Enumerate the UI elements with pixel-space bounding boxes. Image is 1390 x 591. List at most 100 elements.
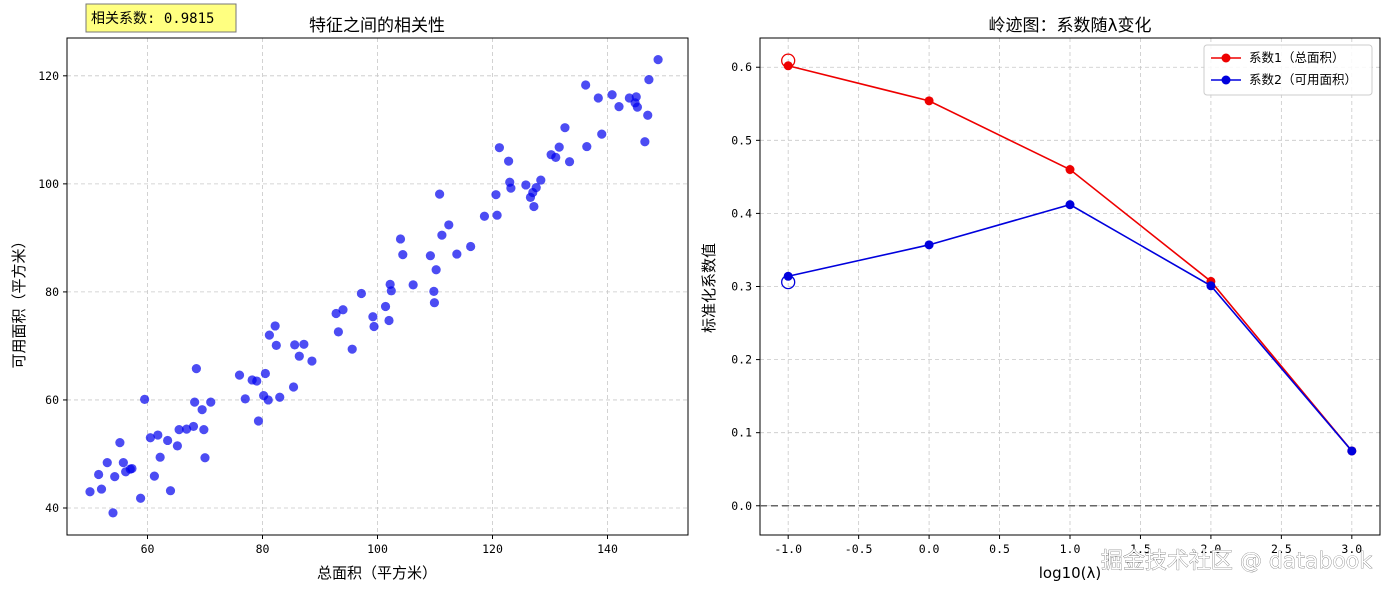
ridge-y-axis-label: 标准化系数值 — [700, 243, 718, 333]
scatter-point — [191, 364, 201, 374]
scatter-point — [190, 397, 200, 407]
watermark: 掘金技术社区 @ databook — [1101, 549, 1372, 574]
scatter-point — [597, 129, 607, 139]
scatter-point — [429, 298, 440, 308]
legend-marker-series-2 — [1221, 75, 1231, 85]
scatter-point — [307, 356, 317, 366]
scatter-point — [338, 305, 348, 315]
correlation-text: 相关系数: 0.9815 — [91, 11, 214, 27]
scatter-y-tick-label: 60 — [45, 393, 59, 407]
scatter-point — [288, 382, 299, 392]
scatter-point — [96, 484, 107, 494]
scatter-y-tick-label: 120 — [38, 69, 59, 83]
scatter-point — [149, 471, 159, 481]
ridge-legend: 系数1（总面积） 系数2（可用面积） — [1203, 44, 1373, 96]
scatter-point — [294, 351, 304, 361]
scatter-point — [240, 394, 250, 404]
scatter-point — [145, 433, 155, 443]
ridge-y-tick-label: 0.4 — [731, 206, 752, 220]
scatter-point — [368, 312, 378, 322]
scatter-point — [271, 340, 281, 350]
scatter-point — [494, 143, 504, 153]
scatter-point — [452, 249, 462, 259]
scatter-point — [290, 340, 300, 350]
scatter-point — [631, 92, 641, 102]
scatter-point — [581, 80, 591, 90]
scatter-x-tick-label: 60 — [141, 542, 155, 556]
legend-box — [1203, 44, 1373, 96]
scatter-point — [536, 175, 546, 185]
scatter-point — [108, 508, 118, 518]
series-2-point — [1347, 446, 1357, 456]
scatter-point — [425, 251, 435, 261]
scatter-point — [384, 315, 394, 326]
series-2-open-marker — [781, 274, 796, 290]
scatter-point — [386, 286, 396, 296]
scatter-point — [653, 55, 663, 65]
scatter-point — [491, 190, 501, 200]
scatter-point — [398, 250, 408, 260]
correlation-box — [85, 3, 237, 33]
legend-label-series-1: 系数1（总面积） — [1249, 50, 1344, 65]
scatter-point — [234, 370, 245, 380]
scatter-point — [299, 339, 309, 349]
scatter-x-tick-label: 120 — [482, 542, 503, 556]
scatter-point — [504, 156, 514, 166]
scatter-point — [640, 137, 650, 147]
correlation-annotation: 相关系数: 0.9815 — [85, 3, 237, 33]
scatter-point — [479, 211, 490, 221]
scatter-point — [444, 220, 454, 230]
scatter-point — [551, 152, 561, 162]
scatter-point — [643, 110, 653, 120]
ridge-title: 岭迹图：系数随λ变化 — [988, 16, 1151, 36]
scatter-point — [85, 487, 95, 497]
scatter-point — [275, 392, 285, 402]
ridge-y-tick-label: 0.0 — [731, 499, 752, 513]
scatter-point — [115, 438, 125, 448]
ridge-x-tick-label: -1.0 — [774, 542, 802, 556]
scatter-point — [153, 430, 163, 440]
scatter-grid — [67, 38, 688, 535]
scatter-point — [252, 376, 262, 386]
scatter-y-tick-label: 100 — [38, 177, 59, 191]
scatter-point — [155, 452, 165, 462]
scatter-y-axis-label: 可用面积（平方米） — [10, 233, 28, 368]
scatter-point — [614, 102, 624, 112]
scatter-point — [564, 157, 575, 167]
scatter-point — [118, 458, 128, 468]
scatter-point — [506, 183, 516, 193]
scatter-ticks: 60 80 100 120 140 40 60 80 100 120 — [38, 69, 618, 556]
scatter-point — [110, 472, 120, 482]
series-2-point — [1206, 281, 1216, 291]
scatter-point — [529, 201, 539, 212]
scatter-point — [492, 210, 502, 220]
scatter-point — [333, 327, 343, 337]
ridge-y-tick-label: 0.1 — [731, 426, 752, 440]
scatter-point — [264, 330, 274, 340]
ridge-x-tick-label: 1.0 — [1060, 542, 1081, 556]
scatter-point — [182, 424, 192, 434]
ridge-x-tick-label: 0.5 — [989, 542, 1010, 556]
scatter-point — [431, 265, 441, 275]
scatter-point — [395, 234, 406, 244]
scatter-x-tick-label: 80 — [256, 542, 270, 556]
scatter-point — [644, 74, 654, 85]
scatter-point — [380, 301, 391, 312]
scatter-point — [253, 416, 264, 426]
scatter-x-tick-label: 140 — [597, 542, 618, 556]
scatter-point — [206, 397, 216, 407]
scatter-x-axis-label: 总面积（平方米） — [317, 564, 437, 582]
scatter-point — [466, 241, 476, 252]
series-2-point — [1065, 200, 1075, 210]
scatter-point — [197, 405, 207, 415]
scatter-point — [165, 486, 176, 496]
ridge-y-tick-label: 0.3 — [731, 280, 752, 294]
scatter-point — [593, 93, 603, 103]
series-1-point — [924, 96, 934, 106]
scatter-point — [429, 286, 439, 296]
scatter-point — [582, 141, 592, 152]
ridge-trace-chart: -1.0 -0.5 0.0 0.5 1.0 1.5 2.0 2.5 3.0 0.0 0.1 0.2 0.… — [700, 16, 1381, 582]
scatter-point — [632, 102, 643, 112]
series-1-open-marker — [781, 53, 796, 68]
